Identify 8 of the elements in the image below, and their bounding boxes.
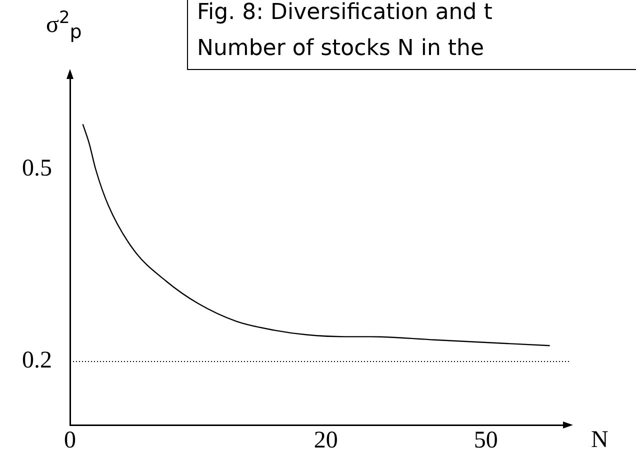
x-tick-label: 20 [314, 428, 338, 454]
y-tick-label: 0.5 [22, 155, 52, 182]
chart-title: Fig. 8: Diversification and t Number of stocks N in the [187, 0, 636, 70]
line-series [82, 124, 550, 346]
x-axis-title: N [591, 427, 608, 454]
x-tick-label: 0 [64, 428, 76, 454]
y-tick-label: 0.2 [22, 347, 52, 374]
x-tick-label: 50 [474, 428, 498, 454]
